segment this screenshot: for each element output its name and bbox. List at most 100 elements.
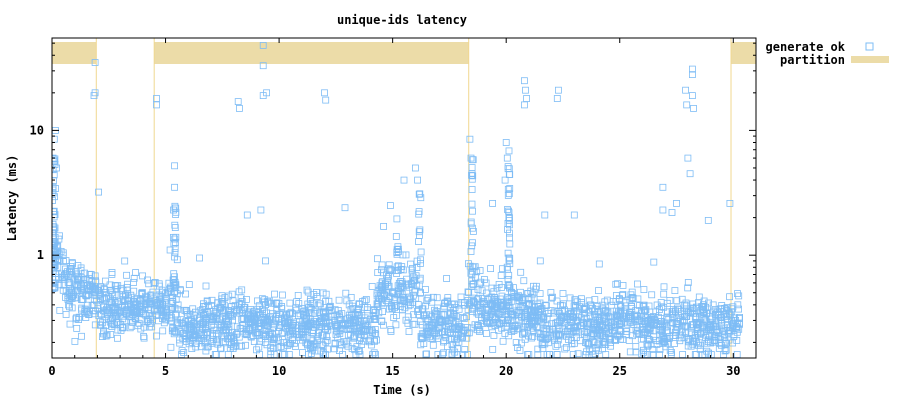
data-point: [516, 346, 524, 354]
data-point: [114, 334, 121, 342]
data-point: [565, 310, 573, 318]
data-point: [90, 92, 98, 99]
data-point: [253, 346, 260, 354]
data-point: [694, 341, 702, 349]
data-point: [75, 313, 83, 321]
data-point: [405, 328, 413, 336]
data-point: [409, 264, 416, 272]
data-point: [378, 298, 386, 306]
data-point: [245, 327, 253, 335]
data-point: [726, 293, 733, 301]
data-point: [121, 301, 128, 309]
data-point: [541, 301, 549, 309]
data-point: [368, 327, 376, 335]
data-point: [463, 313, 471, 321]
data-point: [606, 329, 614, 337]
x-tick-label: 5: [162, 364, 169, 378]
data-point: [377, 289, 385, 297]
data-point: [136, 308, 144, 316]
data-point: [523, 95, 530, 102]
data-point: [180, 349, 188, 357]
data-point: [711, 333, 719, 341]
data-point: [315, 300, 323, 308]
data-point: [442, 318, 450, 326]
data-point: [407, 295, 415, 303]
partition-band: [731, 42, 756, 64]
data-point: [262, 301, 270, 309]
data-point: [141, 301, 149, 309]
data-point: [323, 333, 331, 341]
data-point: [704, 216, 712, 224]
data-point: [61, 271, 68, 279]
data-point: [550, 332, 558, 340]
data-point: [517, 303, 525, 311]
data-point: [519, 324, 527, 332]
data-point: [722, 346, 730, 354]
data-point: [379, 278, 386, 286]
data-point: [602, 351, 610, 358]
data-point: [103, 295, 110, 303]
data-point: [697, 341, 704, 349]
data-point: [466, 262, 474, 270]
data-point: [694, 327, 701, 335]
data-point: [628, 304, 636, 312]
data-point: [117, 326, 125, 334]
data-point: [394, 267, 402, 274]
data-point: [505, 147, 513, 155]
data-point: [674, 304, 681, 312]
partition-band: [154, 42, 469, 64]
data-point: [351, 318, 359, 326]
data-point: [504, 275, 512, 283]
data-point: [433, 294, 441, 302]
data-point: [69, 260, 76, 268]
data-point: [98, 310, 105, 318]
data-point: [376, 282, 384, 290]
data-point: [619, 281, 627, 289]
data-point: [394, 262, 402, 270]
data-point: [681, 317, 688, 325]
data-point: [170, 206, 177, 214]
data-point: [102, 332, 110, 340]
data-point: [201, 309, 209, 316]
data-point: [563, 343, 570, 351]
data-point: [169, 304, 177, 312]
data-point: [234, 98, 242, 105]
data-point: [228, 290, 236, 298]
data-point: [615, 309, 622, 317]
data-point: [633, 330, 641, 338]
data-point: [490, 288, 498, 296]
data-point: [660, 283, 668, 291]
data-point: [170, 280, 178, 288]
data-point: [650, 258, 658, 266]
data-point: [173, 316, 181, 324]
data-point: [504, 226, 512, 233]
data-point: [473, 326, 481, 334]
data-point: [706, 332, 713, 340]
data-point: [342, 289, 350, 297]
data-point: [235, 105, 243, 112]
data-point: [526, 307, 534, 315]
data-point: [400, 176, 408, 184]
data-point: [478, 287, 486, 295]
data-point: [447, 326, 455, 334]
data-point: [172, 311, 179, 319]
data-point: [578, 299, 585, 307]
data-point: [240, 315, 248, 323]
data-point: [303, 313, 311, 321]
data-point: [379, 321, 387, 329]
data-point: [52, 263, 58, 271]
data-point: [145, 280, 153, 288]
data-point: [614, 280, 621, 288]
data-point: [176, 339, 184, 347]
data-point: [628, 288, 636, 296]
data-point: [699, 306, 707, 314]
data-point: [518, 313, 526, 321]
data-point: [272, 300, 280, 308]
data-point: [678, 295, 686, 303]
data-point: [137, 303, 145, 310]
data-point: [695, 299, 702, 307]
data-point: [663, 299, 671, 307]
data-point: [321, 325, 329, 333]
data-point: [415, 231, 423, 239]
data-point: [583, 348, 590, 356]
